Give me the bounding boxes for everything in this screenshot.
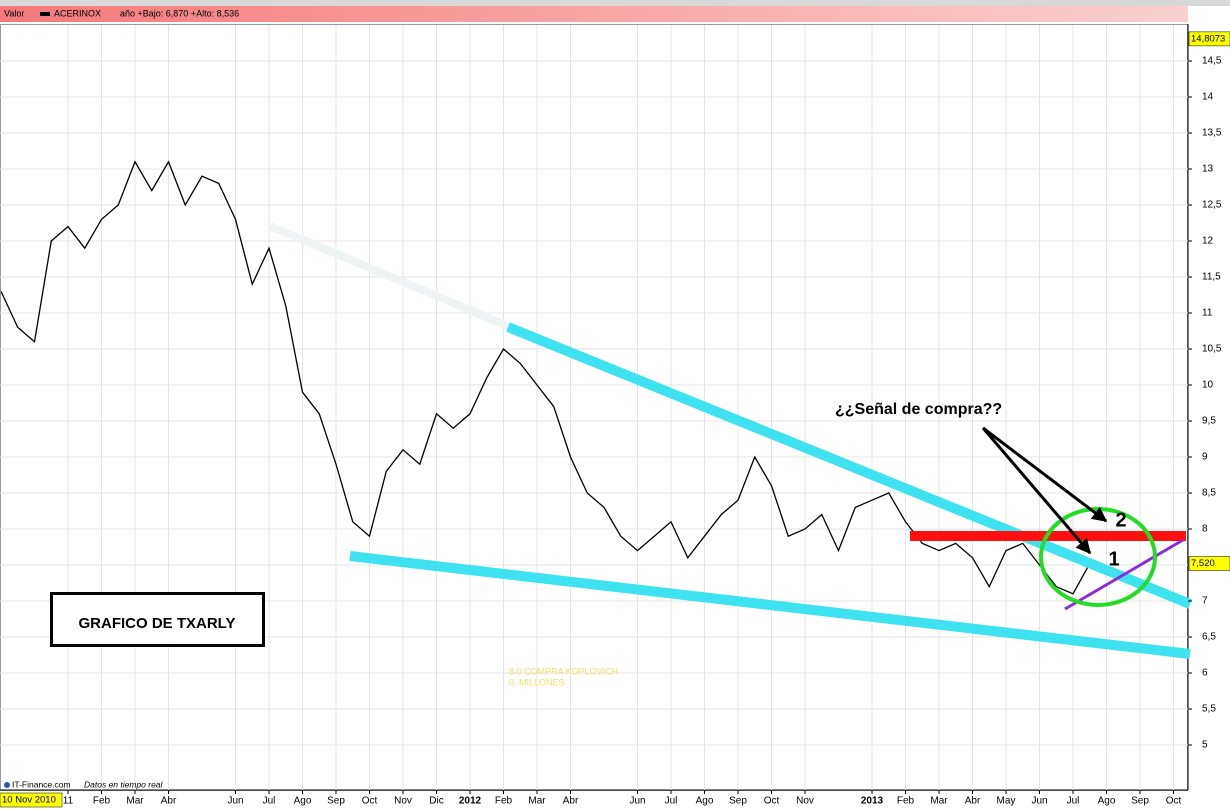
x-tick-label: Nov: [796, 796, 814, 807]
x-tick-label: Feb: [897, 796, 915, 807]
x-tick-label: Dic: [429, 796, 443, 807]
x-tick-label: Jul: [1067, 796, 1080, 807]
plot: [0, 160, 1091, 595]
legend-title: Valor: [4, 8, 24, 18]
x-tick-label: Mar: [126, 796, 144, 807]
y-tick-label: 12,5: [1202, 200, 1222, 211]
annotation: ¿¿Señal de compra??: [835, 401, 1002, 418]
x-tick-label: Oct: [764, 796, 780, 807]
trendline-lower: [349, 551, 1191, 659]
support-line: [1064, 538, 1184, 611]
trendline-upper: [506, 322, 1192, 609]
x-tick-label: Mar: [930, 796, 948, 807]
value-marker-label: 14,8073: [1191, 33, 1225, 44]
x-tick-label: Jun: [1031, 796, 1047, 807]
annotation: GRAFICO DE TXARLY: [79, 615, 236, 632]
x-tick-label: 2012: [459, 796, 482, 807]
price-line: [0, 160, 1091, 595]
y-tick-label: 13: [1202, 164, 1214, 175]
x-tick-label: Sep: [1131, 796, 1149, 807]
source-logo: [4, 782, 10, 788]
top-strip: [0, 0, 1230, 6]
annotation: 2: [1115, 509, 1126, 531]
y-tick-label: 14: [1202, 92, 1214, 103]
y-tick-label: 10,5: [1202, 344, 1222, 355]
x-tick-label: 11: [63, 796, 74, 807]
header-bar: [0, 6, 1188, 22]
x-tick-label: Nov: [394, 796, 412, 807]
x-tick-label: Sep: [729, 796, 747, 807]
y-tick-label: 12: [1202, 236, 1214, 247]
cursor-date: 10 Nov 2010: [2, 795, 56, 806]
x-tick-label: Abr: [563, 796, 579, 807]
annotation: 8.0 COMPRA KOPLOVICH: [509, 666, 618, 676]
grid: [0, 25, 1188, 790]
arrow: [981, 427, 1092, 555]
value-marker: [1188, 31, 1230, 47]
x-tick-label: 2013: [861, 796, 884, 807]
subtitle: año +Bajo: 6,870 +Alto: 8,536: [120, 8, 239, 18]
y-tick-label: 11: [1202, 308, 1213, 319]
annotation: 1: [1108, 548, 1119, 570]
y-tick-label: 6: [1202, 668, 1208, 679]
y-tick-label: 8: [1202, 524, 1208, 535]
x-tick-label: Abr: [161, 796, 177, 807]
x-tick-label: Jun: [227, 796, 243, 807]
source-note: Datos en tiempo real: [84, 779, 164, 789]
arrow: [982, 426, 1108, 523]
x-tick-label: Ago: [696, 796, 714, 807]
x-tick-label: Jul: [263, 796, 276, 807]
y-tick-label: 11,5: [1202, 272, 1221, 283]
y-tick-label: 9,5: [1202, 416, 1216, 427]
x-tick-label: May: [997, 796, 1016, 807]
y-tick-label: 14,5: [1202, 56, 1222, 67]
x-tick-label: Oct: [1166, 796, 1182, 807]
x-tick-label: Ago: [1098, 796, 1116, 807]
legend-swatch: [40, 12, 50, 16]
y-tick-label: 6,5: [1202, 632, 1216, 643]
y-tick-label: 5: [1202, 740, 1208, 751]
x-tick-label: Mar: [528, 796, 546, 807]
x-tick-label: Feb: [495, 796, 513, 807]
x-tick-label: Jul: [665, 796, 678, 807]
y-tick-label: 5,5: [1202, 704, 1216, 715]
y-tick-label: 13,5: [1202, 128, 1222, 139]
y-tick-label: 9: [1202, 452, 1208, 463]
x-tick-label: Sep: [327, 796, 345, 807]
y-tick-label: 10: [1202, 380, 1214, 391]
label-box: [50, 592, 265, 647]
y-tick-label: 7: [1202, 596, 1208, 607]
value-marker: [1188, 556, 1230, 571]
x-tick-label: Ago: [294, 796, 312, 807]
annotation: 0, MILLONES: [509, 677, 565, 687]
y-tick-label: 8,5: [1202, 488, 1216, 499]
source: IT-Finance.com: [12, 779, 71, 789]
x-tick-label: Abr: [965, 796, 981, 807]
x-tick-label: Oct: [362, 796, 378, 807]
x-tick-label: Feb: [93, 796, 111, 807]
legend-entry: ACERINOX: [54, 8, 101, 18]
cursor-date-box: [0, 792, 63, 808]
faded-trendline: [268, 222, 510, 330]
x-tick-label: Jun: [629, 796, 645, 807]
value-marker-label: 7,520: [1191, 558, 1215, 569]
